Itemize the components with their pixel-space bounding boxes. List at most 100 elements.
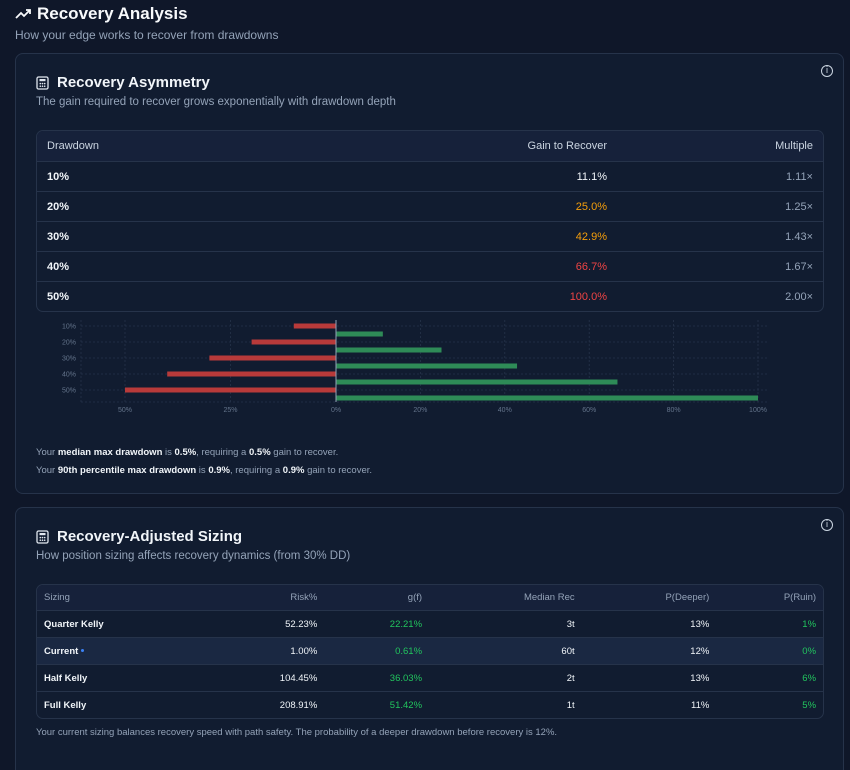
table-header: Drawdown Gain to Recover Multiple <box>37 131 823 161</box>
drawdown-notes: Your median max drawdown is 0.5%, requir… <box>36 444 372 480</box>
gf-cell: 51.42% <box>389 699 423 711</box>
gain-cell: 100.0% <box>569 290 607 303</box>
x-tick-label: 40% <box>498 407 512 414</box>
gain-bar <box>336 379 618 385</box>
table-row: 40% 66.7% 1.67× <box>37 251 823 281</box>
sizing-name: Current <box>44 646 164 657</box>
sizing-name: Full Kelly <box>44 699 87 711</box>
table-header: Sizing Risk% g(f) Median Rec P(Deeper) P… <box>37 585 823 610</box>
p-ruin-cell: 5% <box>802 699 817 711</box>
x-tick-label: 0% <box>331 407 341 414</box>
drawdown-bar <box>293 323 336 329</box>
table-row: Full Kelly 208.91% 51.42% 1t 11% 5% <box>37 691 823 718</box>
gain-bar <box>336 347 442 353</box>
column-header: Sizing <box>44 592 70 603</box>
table-row: Half Kelly 104.45% 36.03% 2t 13% 6% <box>37 664 823 691</box>
drawdown-cell: 30% <box>47 230 70 243</box>
risk-cell: 208.91% <box>279 699 318 711</box>
median-rec-cell: 3t <box>566 618 575 630</box>
table-row-current: Current 1.00% 0.61% 60t 12% 0% <box>37 637 823 664</box>
sizing-name: Quarter Kelly <box>44 618 104 630</box>
drawdown-cell: 20% <box>47 200 70 213</box>
median-rec-cell: 2t <box>566 672 575 684</box>
category-label: 40% <box>62 372 76 379</box>
risk-cell: 104.45% <box>279 672 318 684</box>
gf-cell: 22.21% <box>389 618 423 630</box>
p-ruin-cell: 6% <box>802 672 817 684</box>
recovery-sizing-card: i Recovery-Adjusted Sizing How position … <box>15 507 844 770</box>
median-rec-cell: 1t <box>566 699 575 711</box>
p-ruin-cell: 1% <box>802 618 817 630</box>
card-subtitle: The gain required to recover grows expon… <box>36 96 396 108</box>
card-subtitle: How position sizing affects recovery dyn… <box>36 550 351 562</box>
median-note: Your median max drawdown is 0.5%, requir… <box>36 447 339 458</box>
card-title: Recovery-Adjusted Sizing <box>57 528 243 545</box>
x-tick-label: 60% <box>582 407 596 414</box>
card-title-row: Recovery-Adjusted Sizing <box>36 528 242 545</box>
table-row: 30% 42.9% 1.43× <box>37 221 823 251</box>
x-tick-label: 25% <box>223 407 237 414</box>
recovery-asymmetry-card: i Recovery Asymmetry The gain required t… <box>15 53 844 494</box>
column-header: Median Rec <box>523 592 575 603</box>
gain-cell: 66.7% <box>575 260 607 273</box>
percentile-note: Your 90th percentile max drawdown is 0.9… <box>36 465 373 476</box>
sizing-footer: Your current sizing balances recovery sp… <box>36 727 558 738</box>
category-label: 30% <box>62 356 76 363</box>
drawdown-bar <box>251 339 336 345</box>
x-tick-label: 100% <box>749 407 767 414</box>
recovery-table: Drawdown Gain to Recover Multiple 10% 11… <box>36 130 824 312</box>
drawdown-bar <box>125 387 336 393</box>
gf-cell: 36.03% <box>389 672 423 684</box>
sizing-table: Sizing Risk% g(f) Median Rec P(Deeper) P… <box>36 584 824 719</box>
gain-cell: 42.9% <box>575 230 607 243</box>
category-label: 10% <box>62 324 76 331</box>
multiple-cell: 2.00× <box>785 290 813 303</box>
page-title: Recovery Analysis <box>37 4 188 23</box>
trending-up-icon <box>15 9 31 19</box>
calculator-icon <box>36 529 49 544</box>
multiple-cell: 1.11× <box>785 170 813 183</box>
drawdown-cell: 40% <box>47 260 70 273</box>
page-title-row: Recovery Analysis <box>15 4 278 24</box>
p-deeper-cell: 13% <box>690 618 710 630</box>
gain-cell: 11.1% <box>576 170 607 183</box>
asymmetry-chart: 10% 20% 30% 40% 50% 50% 25% 0% 20% 40% 60% 80% 100% <box>62 320 768 414</box>
column-header: P(Ruin) <box>783 592 817 603</box>
table-row: 50% 100.0% 2.00× <box>37 281 823 311</box>
drawdown-cell: 10% <box>47 170 70 183</box>
risk-cell: 52.23% <box>285 618 318 630</box>
column-header: P(Deeper) <box>665 592 710 603</box>
x-tick-label: 20% <box>413 407 427 414</box>
multiple-cell: 1.25× <box>785 200 813 213</box>
multiple-cell: 1.43× <box>785 230 813 243</box>
info-icon[interactable]: i <box>821 65 833 77</box>
gain-bar <box>336 395 758 401</box>
column-header: g(f) <box>407 592 423 603</box>
drawdown-bar <box>167 371 336 377</box>
card-title-row: Recovery Asymmetry <box>36 74 210 91</box>
table-row: 20% 25.0% 1.25× <box>37 191 823 221</box>
gain-bar <box>336 363 518 369</box>
x-tick-label: 50% <box>118 407 132 414</box>
info-icon[interactable]: i <box>821 519 833 531</box>
card-title: Recovery Asymmetry <box>57 74 210 91</box>
column-header: Risk% <box>290 592 318 603</box>
page-subtitle: How your edge works to recover from draw… <box>15 28 279 42</box>
column-header: Drawdown <box>47 140 99 152</box>
gain-cell: 25.0% <box>575 200 607 213</box>
p-deeper-cell: 12% <box>690 645 710 657</box>
p-deeper-cell: 13% <box>690 672 710 684</box>
median-rec-cell: 60t <box>561 645 575 657</box>
p-deeper-cell: 11% <box>690 699 710 711</box>
drawdown-cell: 50% <box>47 290 70 303</box>
table-row: 10% 11.1% 1.11× <box>37 161 823 191</box>
column-header: Multiple <box>775 140 813 152</box>
p-ruin-cell: 0% <box>802 645 817 657</box>
column-header: Gain to Recover <box>527 140 607 152</box>
calculator-icon <box>36 75 49 90</box>
multiple-cell: 1.67× <box>785 260 813 273</box>
table-row: Quarter Kelly 52.23% 22.21% 3t 13% 1% <box>37 610 823 637</box>
current-indicator-icon <box>81 649 85 653</box>
x-tick-label: 80% <box>667 407 681 414</box>
gain-bar <box>336 331 383 337</box>
